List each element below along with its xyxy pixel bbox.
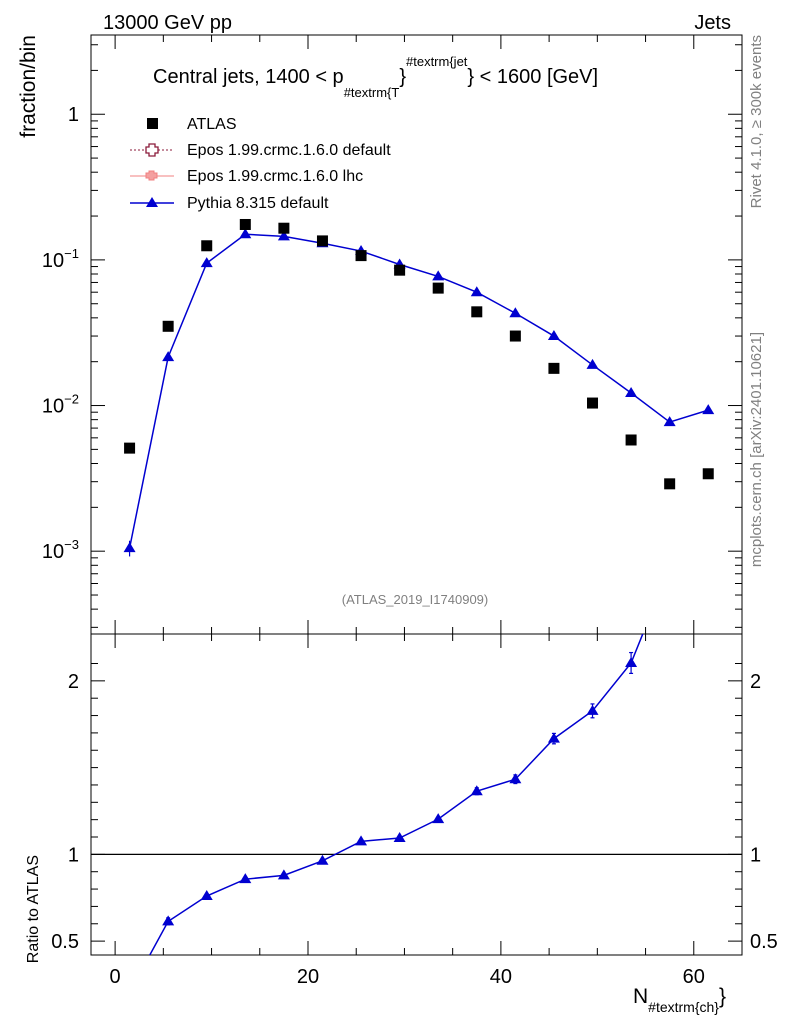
ratio-point: [509, 773, 522, 784]
ratio-point: [162, 915, 175, 926]
pythia-point: [162, 351, 175, 362]
atlas-point: [702, 468, 714, 480]
ratio-y-axis-label: Ratio to ATLAS: [25, 855, 42, 963]
x-tick-label: 0: [110, 966, 121, 988]
y-tick-label-right: 0.5: [750, 931, 778, 953]
legend-label-pythia: Pythia 8.315 default: [187, 195, 329, 212]
atlas-point: [278, 222, 290, 234]
ratio-plot-frame: [90, 633, 743, 956]
atlas-point: [355, 250, 367, 262]
legend-marker-pythia: [146, 197, 158, 207]
main-y-axis-label: fraction/bin: [17, 35, 40, 138]
ratio-point: [547, 732, 560, 743]
atlas-point: [587, 397, 599, 409]
atlas-point: [432, 282, 444, 294]
atlas-point: [471, 306, 483, 318]
y-tick-label: 2: [68, 671, 79, 693]
pythia-point: [586, 358, 599, 369]
atlas-point: [625, 434, 637, 446]
atlas-point: [548, 362, 560, 374]
x-axis-label-subscript: #textrm{ch}: [648, 999, 719, 1015]
process-label: Jets: [694, 12, 731, 34]
legend-label-atlas: ATLAS: [187, 116, 237, 133]
ratio-point: [393, 832, 406, 843]
ratio-point: [316, 854, 329, 865]
ratio-point: [586, 704, 599, 715]
x-tick-label: 60: [683, 966, 705, 988]
plot-title-brace: }: [399, 66, 406, 88]
ratio-point: [625, 656, 638, 667]
legend-marker-atlas: [147, 118, 158, 129]
pythia-point: [547, 330, 560, 341]
y-tick-label: 0.5: [51, 931, 79, 953]
legend-marker-epos-lhc: [145, 170, 158, 181]
legend-label-epos-lhc: Epos 1.99.crmc.1.6.0 lhc: [187, 168, 363, 185]
main-axis-ticks: 10−3 10−2 10−1 1: [42, 35, 742, 634]
ratio-axis-ticks: 0 20 40 60 0.5 0.5 1 1 2 2: [51, 634, 778, 988]
y-tick-label: 10−1: [42, 246, 79, 272]
y-tick-label-right: 2: [750, 671, 761, 693]
atlas-point: [162, 320, 174, 332]
legend-label-epos-default: Epos 1.99.crmc.1.6.0 default: [187, 142, 391, 159]
atlas-point: [394, 264, 406, 276]
ratio-point: [200, 890, 213, 901]
x-axis-label-main: N: [633, 985, 648, 1008]
analysis-id-label: (ATLAS_2019_I1740909): [342, 592, 488, 607]
x-tick-label: 40: [490, 966, 512, 988]
pythia-point: [470, 286, 483, 297]
y-tick-label: 10−3: [42, 537, 79, 563]
plot-title-superscript: #textrm{jet: [406, 54, 468, 69]
pythia-point: [663, 416, 676, 427]
ratio-line: [148, 634, 644, 955]
ratio-point: [470, 785, 483, 796]
plot-title-tail: } < 1600 [GeV]: [467, 66, 598, 88]
atlas-point: [124, 442, 136, 454]
pythia-point: [432, 270, 445, 281]
ratio-point: [277, 869, 290, 880]
atlas-point: [201, 240, 213, 252]
x-axis-label: N#textrm{ch}}: [633, 985, 726, 1015]
pythia-point: [200, 257, 213, 268]
atlas-point: [316, 235, 328, 247]
plot-title-main: Central jets, 1400 < p: [153, 66, 344, 88]
pythia-point: [509, 307, 522, 318]
ratio-point: [702, 547, 714, 557]
energy-label: 13000 GeV pp: [103, 12, 232, 34]
legend-marker-epos-default: [145, 143, 159, 157]
pythia-point: [277, 230, 290, 241]
plot-title: Central jets, 1400 < p#textrm{T}#textrm{…: [153, 54, 598, 100]
ratio-point: [124, 986, 136, 996]
mcplots-label: mcplots.cern.ch [arXiv:2401.10621]: [748, 332, 765, 567]
x-tick-label: 20: [297, 966, 319, 988]
pythia-point: [625, 386, 638, 397]
y-tick-label: 1: [68, 104, 79, 126]
ratio-point: [355, 835, 368, 846]
plot-title-subscript: #textrm{T: [344, 85, 400, 100]
x-axis-label-brace: }: [719, 985, 726, 1008]
y-tick-label: 10−2: [42, 392, 79, 418]
atlas-point: [239, 218, 251, 230]
pythia-point: [123, 542, 136, 553]
ratio-point: [432, 813, 445, 824]
ratio-point: [664, 561, 676, 571]
atlas-point: [664, 478, 676, 490]
pythia-line: [128, 233, 709, 549]
y-tick-label-right: 1: [750, 844, 761, 866]
atlas-point: [509, 330, 521, 342]
pythia-point: [702, 404, 715, 415]
legend: ATLAS Epos 1.99.crmc.1.6.0 default Epos …: [130, 116, 391, 212]
y-tick-label: 1: [68, 844, 79, 866]
pythia-point: [239, 228, 252, 239]
ratio-point: [239, 873, 252, 884]
main-plot-data: [123, 218, 715, 557]
rivet-label: Rivet 4.1.0, ≥ 300k events: [748, 35, 765, 208]
ratio-plot-data: [91, 547, 742, 996]
